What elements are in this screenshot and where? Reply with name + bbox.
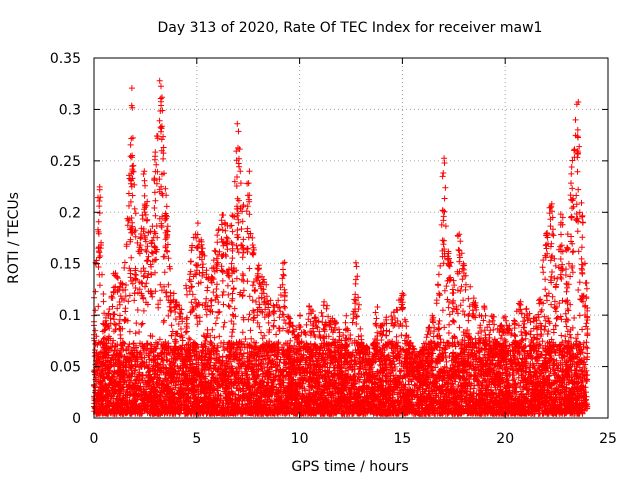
y-tick-label: 0.1 (59, 308, 81, 324)
x-tick-label: 10 (291, 431, 309, 447)
x-tick-label: 15 (393, 431, 411, 447)
y-tick-label: 0.35 (50, 51, 81, 67)
x-tick-label: 25 (599, 431, 617, 447)
y-tick-label: 0 (72, 411, 81, 427)
x-axis-label: GPS time / hours (291, 459, 408, 475)
y-tick-label: 0.15 (50, 257, 81, 273)
axis-ticks: 0 5 10 15 20 25 0 0.05 0.1 0.15 0.2 0.25 0.3 0.35 (50, 51, 617, 447)
y-tick-label: 0.05 (50, 360, 81, 376)
y-axis-label: ROTI / TECUs (6, 192, 22, 284)
y-tick-label: 0.25 (50, 154, 81, 170)
x-tick-label: 20 (496, 431, 514, 447)
chart-title: Day 313 of 2020, Rate Of TEC Index for r… (158, 20, 543, 36)
y-tick-label: 0.3 (59, 102, 81, 118)
roti-markers (91, 77, 591, 417)
data-points (91, 77, 591, 417)
y-tick-label: 0.2 (59, 205, 81, 221)
plot-frame (93, 57, 609, 419)
x-tick-label: 0 (90, 431, 99, 447)
x-tick-label: 5 (192, 431, 201, 447)
